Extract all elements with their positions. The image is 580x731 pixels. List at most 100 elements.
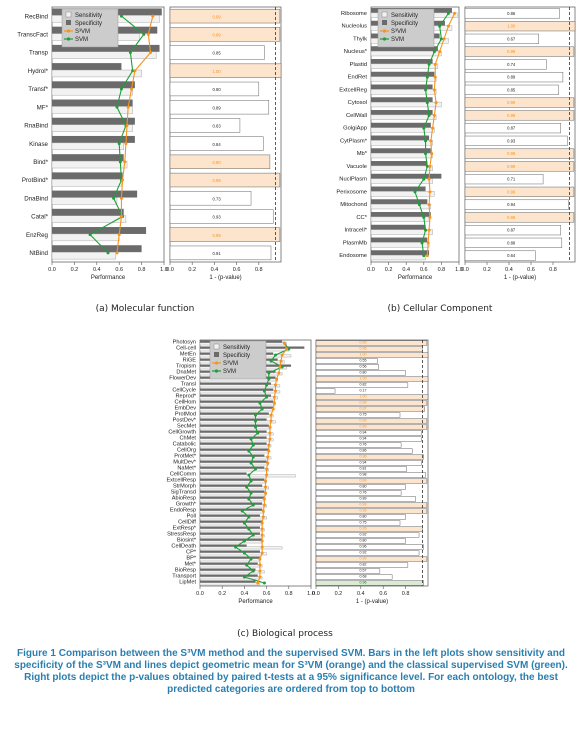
panel-b-pvalue-label: 0.87 [507,126,516,131]
panel-c-sensitivity-bar [199,462,270,466]
panel-c-s3vm-point [260,521,264,525]
panel-b-specificity-bar [371,199,428,205]
panel-a-sensitivity-bar [51,69,142,78]
panel-c-s3vm-point [268,437,272,441]
panel-a-category-label: Catal* [31,214,48,221]
panel-b-pvalue-bar [464,72,564,83]
panel-c-pvalue-label: 0.86 [360,449,367,453]
panel-b-pvalue-bar [464,33,539,44]
panel-c-pvalue-label: 0.76 [360,443,367,447]
panel-b-specificity-bar [371,97,433,103]
panel-c-category-label: Cell-cell [176,346,196,352]
panel-b-s3vm-point [433,62,437,66]
panel-a-svm-point [128,51,132,55]
panel-c-s3vm-point [277,371,281,375]
panel-a-category-label: RecBind [25,13,49,20]
panel-b-pvalue-label: 0.87 [507,228,516,233]
panel-a-specificity-bar [52,44,160,52]
panel-a-category-label: TranscFact [17,32,48,39]
panel-c-category-label: BP* [186,556,196,562]
panel-c-specificity-bar [200,538,263,541]
panel-a-pvalue-label: 0.99 [213,233,222,238]
panel-c-pvalue-bar [315,442,402,448]
panel-c-specificity-bar [200,484,263,487]
panel-c-sensitivity-bar [199,540,263,544]
panel-c-pvalue-label: 0.99 [360,479,367,483]
panel-a-pvalue-bar [169,63,282,78]
panel-c-pvalue-label: 0.75 [360,413,367,417]
panel-a-s3vm-point [117,233,121,237]
panel-c-category-label: Transport [172,574,196,580]
panel-c-pvalue-label: 0.57 [360,569,367,573]
panel-c-category-label: Met* [184,562,196,568]
panel-c-svm-point [245,485,249,489]
panel-c-specificity-bar [200,532,260,535]
panel-c-pvalue-label: 0.76 [360,491,367,495]
panel-c-sensitivity-bar [199,534,265,538]
panel-a-s3vm-point [126,105,130,109]
panel-c-pvalue-bar [315,496,416,502]
panel-c-category-label: LipMet [179,580,196,586]
panel-c-category-label: Reprod* [175,394,196,400]
panel-b-s3vm-point [427,177,431,181]
panel-b-s3vm-point [428,190,432,194]
panel-b-category-label: Endosome [339,253,367,259]
panel-a-plot-frame [51,6,165,263]
panel-c-category-label: ChMet [180,436,197,442]
panel-c-x-tick-label: 0.4 [241,591,249,597]
panel-b-sensitivity-bar [370,63,439,69]
panel-c-pvalue-label: 0.96 [360,581,367,585]
panel-c-pvalue-label: 0.68 [360,575,367,579]
panel-c-svm-point [249,557,253,561]
panel-a-pvalue-axis-label: 1 - (p-value) [209,275,241,281]
panel-c-pvalue-bar [315,430,422,436]
panel-c-category-label: RiGE [183,358,197,364]
panel-b-svm-point [438,24,442,28]
panel-c-x-tick-label: 0.2 [218,591,226,597]
panel-a-pvalue-bar [169,8,281,24]
panel-c-specificity-bar [200,562,258,565]
panel-c-category-label: CellGrowth [168,430,196,436]
panel-a-legend-sensitivity-swatch [65,11,72,18]
panel-c-pvalue-bar [315,436,422,442]
panel-c-svm-point [249,437,253,441]
panel-c-s3vm-point [258,557,262,561]
panel-c-pvalue-label: 0.80 [360,539,367,543]
panel-b-s3vm-point [430,152,434,156]
panel-b-pvalue-bar [464,123,561,134]
panel-c-pvalue-label: 0.89 [360,497,367,501]
panel-b-pvalue-label: 0.64 [507,253,516,258]
panel-c-specificity-bar [200,406,274,409]
panel-c-svm-point [269,359,273,363]
panel-a-pvalue-label: 1.00 [213,69,222,74]
panel-b-pvalue-bar [464,161,575,172]
panel-c-specificity-bar [200,382,272,385]
panel-c-pvalue-label: 0.80 [360,485,367,489]
panel-b-svm-point [432,50,436,54]
panel-c-sensitivity-bar [199,564,263,568]
panel-c-specificity-bar [200,394,272,397]
panel-b-x-tick-label: 0.4 [402,267,410,273]
panel-b-pvalue-axis-label: 1 - (p-value) [504,275,536,281]
panel-c-legend-svm-point [214,369,219,373]
panel-b-sensitivity-bar [370,242,430,248]
panel-c-pvalue-label: 0.96 [360,545,367,549]
panel-a-x-tick-label: 0.8 [138,267,146,273]
panel-a-s3vm-point [125,123,129,127]
panel-c-specificity-bar [200,526,260,529]
panel-c-specificity-bar [200,544,247,547]
panel-c-pvalue-label: 0.96 [360,455,367,459]
panel-c-pvalue-label: 0.92 [360,551,367,555]
panel-b-specificity-bar [371,224,426,230]
panel-c-pvalue-label: 0.82 [360,563,367,567]
panel-a-specificity-bar [52,154,124,162]
panel-b-x-tick-label: 0.2 [385,267,393,273]
panel-c-sensitivity-bar [199,546,283,550]
panel-c-pvalue-bar [315,400,428,406]
panel-c-s3vm-point [273,389,277,393]
panel-c-s3vm-point [260,533,264,537]
panel-c-pvalue-label: 0.80 [360,371,367,375]
panel-a-s3vm-point [115,251,119,255]
panel-b-pvalue-label: 0.86 [507,11,516,16]
panel-c-specificity-bar [200,490,265,493]
